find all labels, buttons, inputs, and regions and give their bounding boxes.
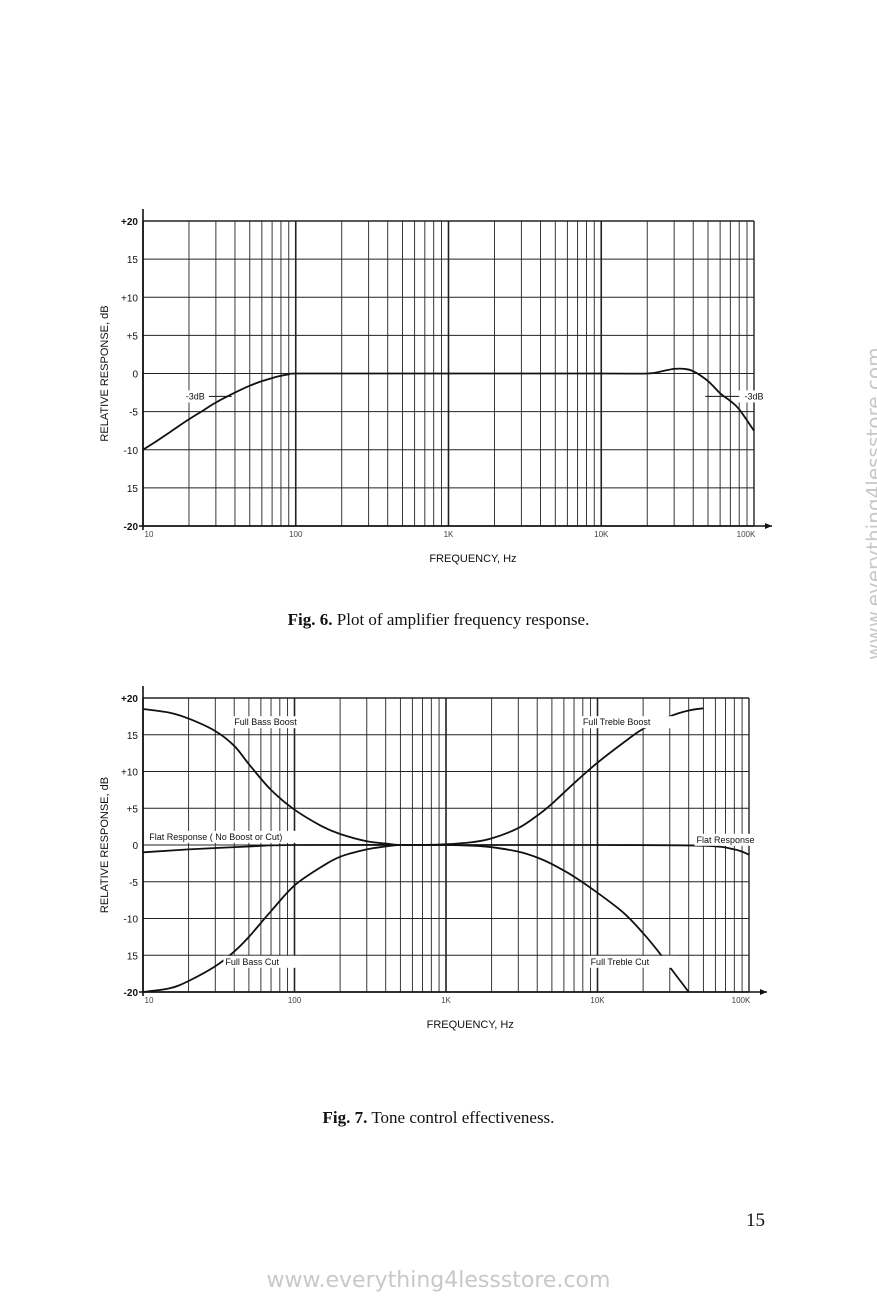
x-tick-label: 100 — [289, 530, 303, 539]
y-tick-label: -20 — [124, 988, 139, 999]
x-tick-label: 10K — [590, 996, 605, 1005]
y-tick-label: 15 — [127, 731, 139, 742]
annotation-label: Full Bass Cut — [225, 957, 279, 967]
series-flat-response — [142, 844, 750, 856]
y-tick-label: +5 — [127, 331, 139, 342]
tone-control-chart: +20 15 +10 +5 0 -5 -10 15 -20 10 100 1K 10K 100K FREQU… — [0, 670, 877, 1065]
response-curve — [142, 367, 755, 451]
y-tick-label: +10 — [121, 293, 138, 304]
annotation-label: Full Bass Boost — [234, 717, 297, 727]
series-full-treble-boost — [422, 707, 704, 846]
series-full-bass-boost — [142, 708, 423, 846]
figure-6-caption: Fig. 6. Plot of amplifier frequency resp… — [0, 610, 877, 630]
x-tick-label: 100 — [288, 996, 302, 1005]
y-axis-label: RELATIVE RESPONSE, dB — [99, 777, 111, 913]
x-axis-label: FREQUENCY, Hz — [427, 1019, 514, 1031]
tone-control-svg: +20 15 +10 +5 0 -5 -10 15 -20 10 100 1K 10K 100K FREQU… — [99, 686, 773, 1031]
annotation-label: Flat Response — [696, 835, 754, 845]
annotation-label: Full Treble Boost — [583, 717, 651, 727]
x-tick-label: 10 — [145, 530, 154, 539]
x-axis-label: FREQUENCY, Hz — [429, 553, 516, 565]
frequency-response-svg: +20 15 +10 +5 0 -5 -10 15 -20 10 100 1K 10K 100K FREQU… — [99, 209, 772, 565]
y-tick-label: +10 — [121, 768, 138, 779]
y-tick-label: -10 — [124, 915, 139, 926]
x-tick-label: 1K — [444, 530, 454, 539]
y-tick-label: -5 — [129, 408, 138, 419]
x-axis-arrow — [765, 523, 772, 529]
y-tick-label: -10 — [124, 446, 139, 457]
figure-7-text: Tone control effectiveness. — [371, 1108, 555, 1127]
y-tick-label: +20 — [121, 694, 138, 705]
annotation-background — [147, 830, 329, 843]
page-number: 15 — [746, 1210, 765, 1231]
annotation-label: Flat Response ( No Boost or Cut) — [149, 832, 282, 842]
annotation-label: -3dB — [744, 391, 763, 401]
y-tick-label: 15 — [127, 951, 139, 962]
x-tick-label: 100K — [732, 996, 751, 1005]
x-tick-label: 100K — [737, 530, 756, 539]
y-tick-label: 15 — [127, 484, 139, 495]
series-full-bass-cut — [142, 844, 423, 993]
frequency-response-chart: +20 15 +10 +5 0 -5 -10 15 -20 10 100 1K 10K 100K FREQU… — [0, 195, 877, 585]
annotation-label: -3dB — [186, 391, 205, 401]
annotation-label: Full Treble Cut — [591, 957, 650, 967]
annotation-background — [223, 955, 302, 968]
y-tick-label: 0 — [132, 370, 138, 381]
annotation-background — [232, 716, 322, 729]
figure-7-label: Fig. 7. — [322, 1108, 368, 1127]
y-tick-label: 0 — [132, 841, 138, 852]
annotation-background — [588, 955, 678, 968]
annotation-background — [179, 390, 210, 403]
y-axis-label: RELATIVE RESPONSE, dB — [99, 305, 111, 441]
y-tick-label: -20 — [124, 522, 139, 533]
x-tick-label: 10K — [594, 530, 609, 539]
y-tick-label: +20 — [121, 217, 138, 228]
figure-7-caption: Fig. 7. Tone control effectiveness. — [0, 1108, 877, 1128]
x-tick-label: 1K — [441, 996, 451, 1005]
annotation-background — [580, 716, 681, 729]
x-axis-arrow — [760, 989, 767, 995]
figure-6-text: Plot of amplifier frequency response. — [336, 610, 590, 629]
y-tick-label: +5 — [127, 804, 139, 815]
x-tick-label: 10 — [145, 996, 154, 1005]
annotation-background — [738, 390, 768, 403]
y-tick-label: 15 — [127, 255, 139, 266]
figure-6-label: Fig. 6. — [287, 610, 333, 629]
annotation-background — [694, 833, 773, 846]
watermark-bottom: www.everything4lessstore.com — [266, 1268, 611, 1293]
y-tick-label: -5 — [129, 878, 138, 889]
watermark-side: www.everything4lessstore.com — [862, 347, 877, 660]
